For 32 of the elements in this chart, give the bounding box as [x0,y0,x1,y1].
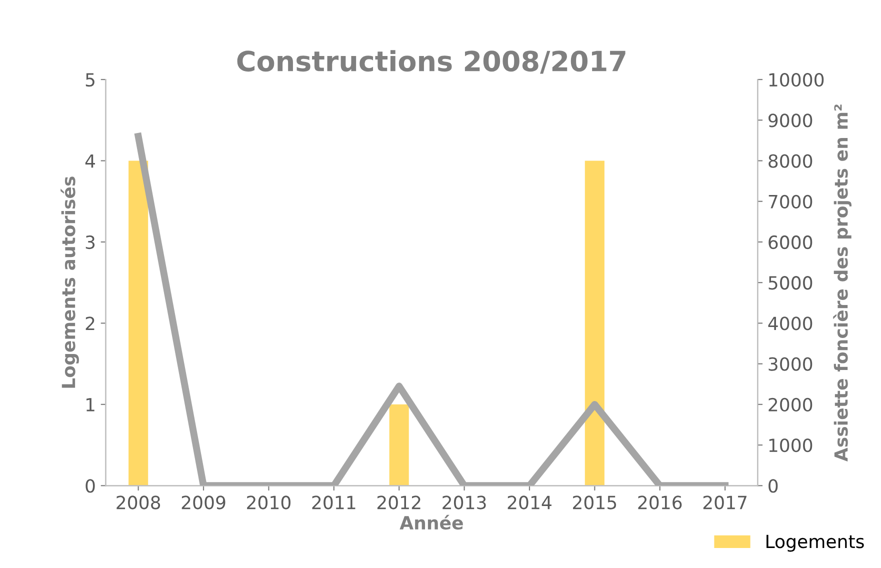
y2-tick-label: 2000 [768,398,812,412]
y2-tick-label: 5000 [768,276,812,290]
x-tick-label: 2013 [442,496,486,510]
x-tick-label: 2017 [703,496,746,510]
y2-tick-label: 9000 [768,114,812,128]
y2-tick-label: 0 [768,479,778,493]
x-tick-label: 2014 [508,496,552,510]
chart-title: Constructions 2008/2017 [237,50,626,74]
x-tick-label: 2016 [638,496,682,510]
y-axis-title: Logements autorisés [60,176,79,388]
y2-tick-label: 8000 [768,154,812,168]
y-tick-label: 5 [86,73,94,87]
y2-tick-label: 4000 [768,316,812,330]
y-tick-label: 1 [86,398,94,412]
x-tick-label: 2008 [116,496,160,510]
y2-tick-label: 7000 [768,194,812,208]
y2-tick-label: 3000 [768,357,812,371]
y-tick-label: 0 [86,479,95,493]
y2-axis-title: Assiette foncière des projets en m² [833,104,852,462]
x-tick-label: 2012 [377,496,420,510]
legend-label: Logements [766,534,864,552]
x-axis-title: Année [400,514,463,530]
x-tick-label: 2011 [312,496,356,510]
y-tick-label: 4 [85,154,95,168]
y-tick-label: 3 [86,235,95,250]
x-tick-label: 2009 [182,496,226,510]
y-tick-label: 2 [86,316,94,330]
y2-tick-label: 6000 [768,235,812,250]
x-tick-label: 2015 [573,496,616,510]
y2-tick-label: 10000 [769,72,824,87]
y2-tick-label: 1000 [769,438,812,452]
x-tick-label: 2010 [247,496,290,510]
